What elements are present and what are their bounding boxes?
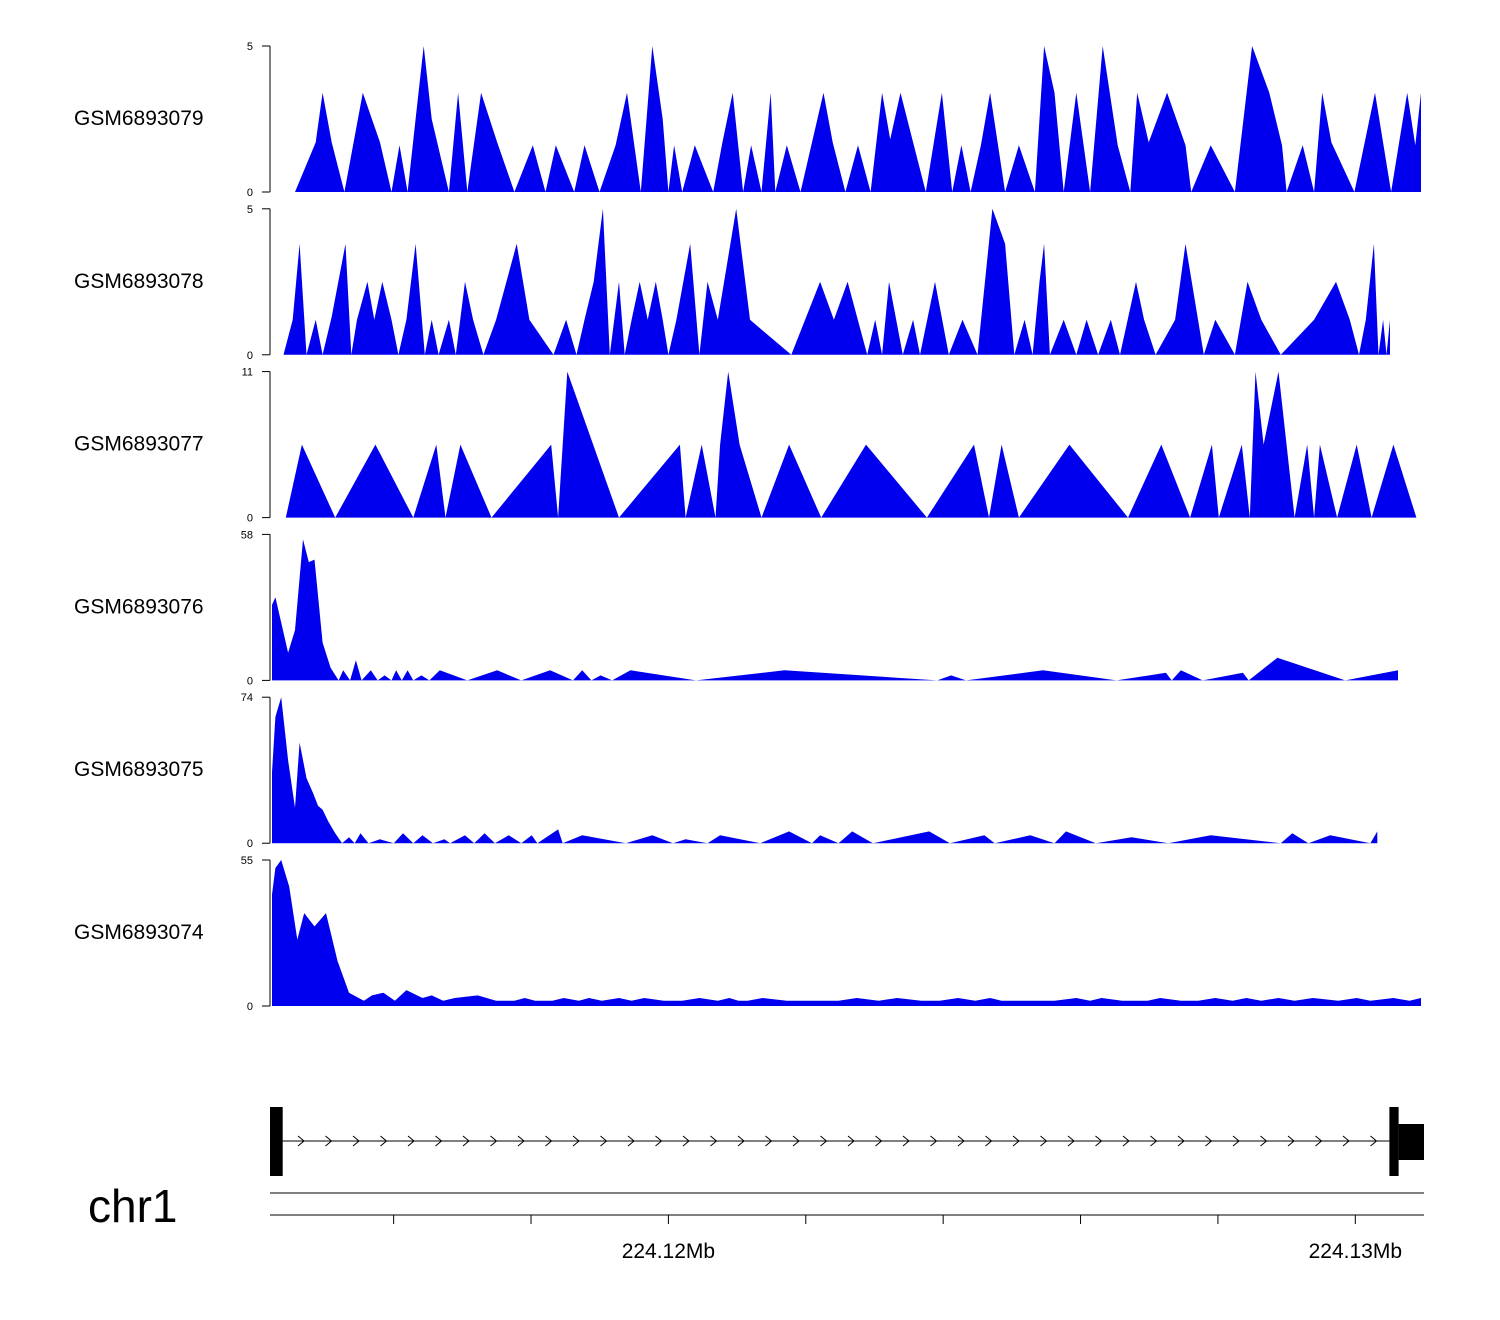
strand-arrow <box>435 1135 443 1147</box>
strand-arrow <box>792 1135 800 1147</box>
coverage-area <box>272 539 1398 681</box>
y-tick-label-zero: 0 <box>247 187 253 199</box>
track-GSM6893075: 74 0 GSM6893075 <box>74 692 1378 850</box>
x-tick-label: 224.12Mb <box>622 1240 715 1263</box>
strand-arrow <box>517 1135 525 1147</box>
strand-arrow <box>325 1135 333 1147</box>
track-GSM6893074: 55 0 GSM6893074 <box>74 855 1421 1013</box>
strand-arrow <box>710 1135 718 1147</box>
strand-arrow <box>1342 1135 1350 1147</box>
track-label: GSM6893079 <box>74 107 204 130</box>
strand-arrow <box>957 1135 965 1147</box>
y-tick-label-max: 58 <box>241 529 253 541</box>
strand-arrow <box>545 1135 553 1147</box>
gene-model-track <box>270 1107 1424 1176</box>
strand-arrow <box>902 1135 910 1147</box>
strand-arrow <box>1370 1135 1378 1147</box>
x-tick-label: 224.13Mb <box>1309 1240 1402 1263</box>
strand-arrow <box>297 1135 305 1147</box>
strand-arrow <box>490 1135 498 1147</box>
strand-arrow <box>1067 1135 1075 1147</box>
coverage-area <box>283 208 1390 355</box>
strand-arrow <box>572 1135 580 1147</box>
y-tick-label-zero: 0 <box>247 513 253 525</box>
track-label: GSM6893077 <box>74 433 204 456</box>
y-tick-label-max: 5 <box>247 204 253 216</box>
track-GSM6893079: 5 0 GSM6893079 <box>74 41 1421 199</box>
strand-arrow <box>352 1135 360 1147</box>
strand-arrow <box>380 1135 388 1147</box>
strand-arrow <box>765 1135 773 1147</box>
strand-arrow <box>1150 1135 1158 1147</box>
strand-arrow <box>1315 1135 1323 1147</box>
strand-arrow <box>1205 1135 1213 1147</box>
strand-arrow <box>1232 1135 1240 1147</box>
strand-arrow <box>847 1135 855 1147</box>
y-tick-label-zero: 0 <box>247 675 253 687</box>
strand-arrow <box>985 1135 993 1147</box>
chromosome-label: chr1 <box>88 1180 177 1232</box>
exon-tail <box>1398 1124 1424 1160</box>
strand-arrow <box>1177 1135 1185 1147</box>
y-tick-label-max: 55 <box>241 855 253 867</box>
strand-arrow <box>737 1135 745 1147</box>
coverage-area <box>272 860 1421 1006</box>
track-GSM6893077: 11 0 GSM6893077 <box>74 367 1417 525</box>
y-tick-label-zero: 0 <box>247 838 253 850</box>
strand-arrow <box>820 1135 828 1147</box>
y-tick-label-zero: 0 <box>247 350 253 362</box>
y-tick-label-max: 74 <box>241 692 253 704</box>
strand-arrow <box>627 1135 635 1147</box>
strand-arrow <box>1040 1135 1048 1147</box>
track-label: GSM6893078 <box>74 270 204 293</box>
strand-arrow <box>1122 1135 1130 1147</box>
strand-arrow <box>600 1135 608 1147</box>
exon-block-2 <box>1389 1107 1399 1176</box>
track-label: GSM6893074 <box>74 921 204 944</box>
coverage-area <box>295 46 1421 192</box>
strand-arrow <box>930 1135 938 1147</box>
strand-arrow <box>1095 1135 1103 1147</box>
strand-arrow <box>1287 1135 1295 1147</box>
coverage-tracks: 5 0 GSM6893079 5 0 GSM6893078 11 0 GSM6893077 58 0… <box>74 41 1421 1013</box>
strand-arrow <box>407 1135 415 1147</box>
exon-block-1 <box>270 1107 283 1176</box>
strand-arrow <box>655 1135 663 1147</box>
y-tick-label-max: 11 <box>242 367 253 379</box>
strand-arrow <box>1260 1135 1268 1147</box>
track-label: GSM6893075 <box>74 758 204 781</box>
strand-arrow <box>682 1135 690 1147</box>
track-label: GSM6893076 <box>74 595 204 618</box>
track-GSM6893078: 5 0 GSM6893078 <box>74 204 1390 362</box>
coverage-area <box>272 697 1378 844</box>
genome-axis: chr1 224.12Mb 224.13Mb <box>88 1180 1424 1263</box>
strand-arrow <box>875 1135 883 1147</box>
strand-arrow <box>1012 1135 1020 1147</box>
y-tick-label-zero: 0 <box>247 1001 253 1013</box>
y-tick-label-max: 5 <box>247 41 253 53</box>
coverage-area <box>285 371 1417 518</box>
strand-arrow <box>462 1135 470 1147</box>
track-GSM6893076: 58 0 GSM6893076 <box>74 529 1398 687</box>
